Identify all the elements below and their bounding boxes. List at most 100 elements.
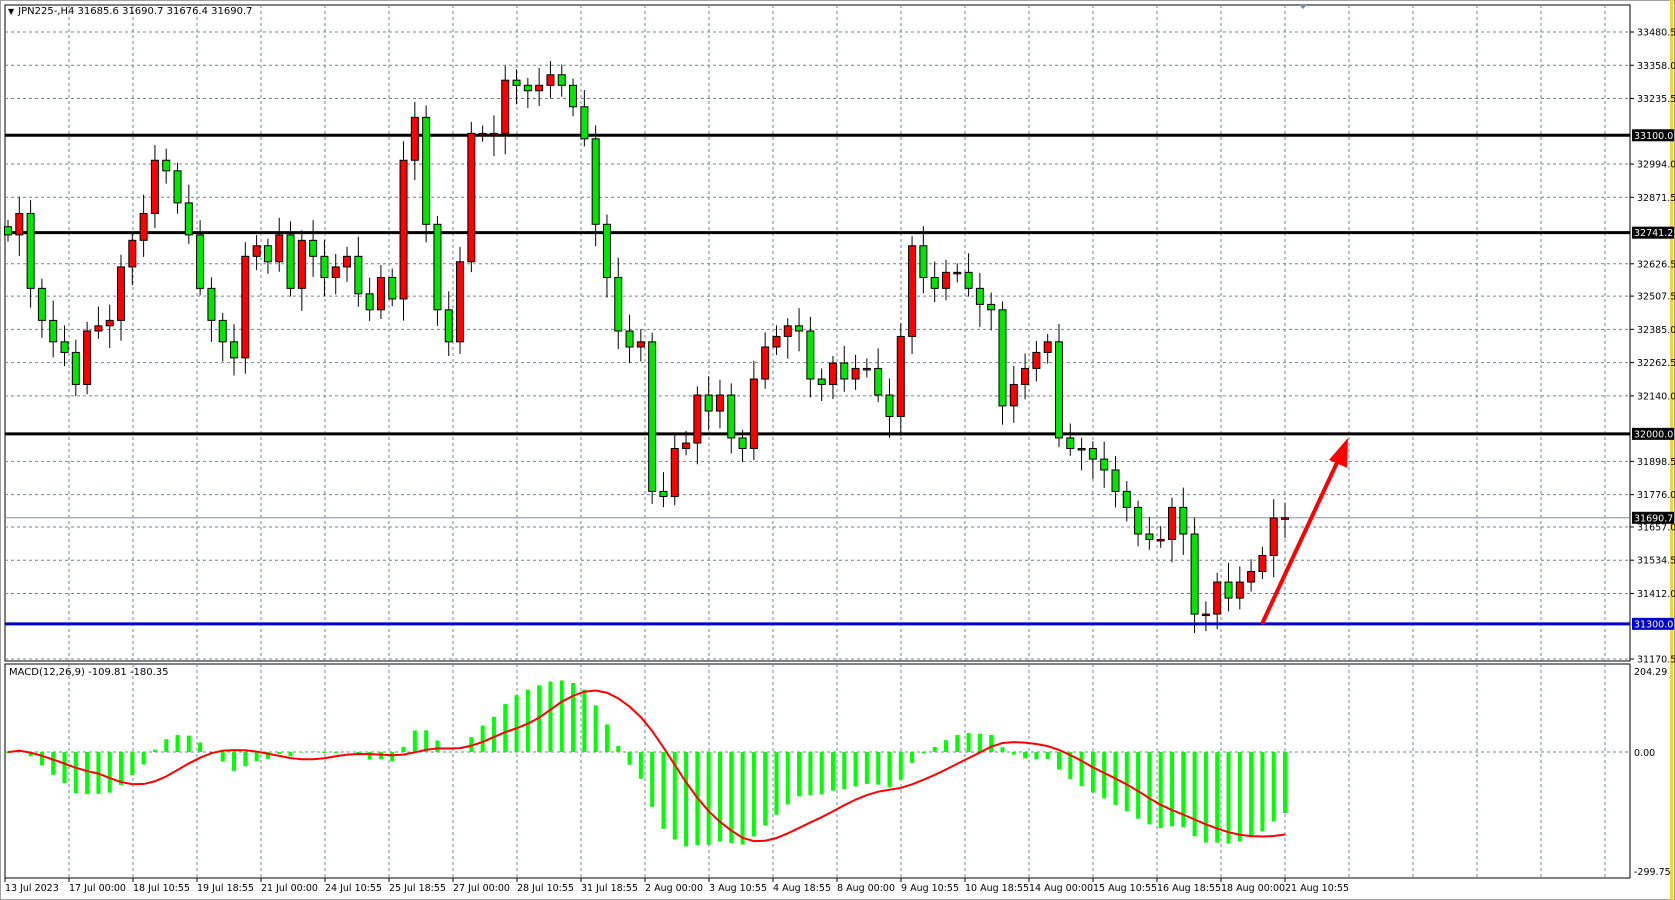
candle-body — [715, 394, 724, 412]
macd-signal-line — [7, 689, 1286, 843]
macd-histogram-bar — [288, 752, 293, 757]
macd-histogram-bar — [1011, 752, 1016, 755]
dropdown-triangle-icon[interactable]: ▼ — [8, 7, 15, 16]
x-tick-label: 19 Jul 18:55 — [197, 883, 254, 894]
candle-body — [501, 79, 510, 134]
macd-histogram-bar — [85, 752, 90, 795]
macd-histogram-bar — [401, 746, 406, 753]
candle-body — [930, 277, 939, 289]
macd-histogram-bar — [164, 739, 169, 753]
macd-histogram-bar — [672, 752, 677, 840]
macd-histogram-bar — [593, 705, 598, 753]
candle-body — [37, 287, 46, 321]
macd-histogram-bar — [1045, 752, 1050, 759]
symbol-header: ▼ JPN225-,H4 31685.6 31690.7 31676.4 316… — [8, 6, 253, 17]
candle-body — [1009, 383, 1018, 407]
candle-body — [4, 226, 12, 236]
macd-histogram-bar — [898, 752, 903, 780]
macd-histogram-bar — [819, 752, 824, 795]
candle-body — [1224, 581, 1233, 599]
scroll-marker-icon — [1298, 4, 1308, 9]
candle-body — [1066, 437, 1075, 450]
candle-body — [94, 325, 103, 332]
macd-histogram-bar — [1136, 752, 1141, 819]
macd-histogram-bar — [232, 752, 237, 771]
macd-histogram-bar — [876, 752, 881, 785]
macd-histogram-bar — [1237, 752, 1242, 842]
candle-body — [1213, 581, 1222, 615]
level-price-tag — [1632, 129, 1674, 142]
y-tick-label: 32507.5 — [1637, 292, 1675, 303]
x-tick-label: 13 Jul 2023 — [5, 883, 59, 894]
macd-histogram-bar — [559, 680, 564, 753]
macd-histogram-bar — [785, 752, 790, 805]
candle-body — [376, 277, 385, 311]
candle-body — [15, 212, 24, 236]
level-price-tag — [1632, 226, 1674, 239]
x-tick-label: 4 Aug 18:55 — [773, 883, 831, 894]
macd-histogram-bar — [1147, 752, 1152, 825]
macd-histogram-bar — [977, 733, 982, 753]
macd-histogram-bar — [1023, 752, 1028, 759]
candle-body — [1054, 341, 1063, 439]
candle-body — [478, 132, 487, 136]
candle-body — [1281, 517, 1289, 520]
macd-histogram-bar — [1203, 752, 1208, 843]
y-tick-label: 32385.0 — [1637, 325, 1675, 336]
macd-histogram-bar — [910, 752, 915, 763]
macd-histogram-bar — [322, 752, 327, 753]
candle-body — [1122, 490, 1131, 508]
macd-histogram-bar — [1169, 752, 1174, 827]
candle-body — [670, 448, 679, 498]
macd-histogram-bar — [808, 752, 813, 796]
candle-body — [828, 362, 837, 385]
x-tick-label: 18 Jul 10:55 — [133, 883, 190, 894]
macd-histogram-bar — [514, 695, 519, 753]
window-edge-highlight — [1670, 0, 1673, 900]
macd-histogram-bar — [966, 733, 971, 753]
level-price-tag — [1632, 427, 1674, 440]
candle-body — [230, 341, 239, 359]
x-tick-label: 24 Jul 10:55 — [325, 883, 382, 894]
macd-histogram-bar — [141, 752, 146, 765]
macd-histogram-bar — [1215, 752, 1220, 843]
y-tick-label: 32140.0 — [1637, 391, 1675, 402]
candle-body — [139, 212, 148, 241]
x-tick-label: 15 Aug 10:55 — [1093, 883, 1157, 894]
candle-body — [399, 159, 408, 300]
candle-body — [772, 335, 781, 348]
macd-histogram-bar — [582, 689, 587, 753]
macd-histogram-bar — [62, 752, 67, 784]
macd-histogram-bar — [525, 689, 530, 753]
macd-histogram-bar — [797, 752, 802, 797]
macd-histogram-bar — [729, 752, 734, 844]
macd-histogram-bar — [220, 752, 225, 762]
candle-body — [1201, 613, 1210, 617]
candle-body — [1043, 341, 1052, 353]
candle-body — [896, 335, 905, 417]
candle-body — [817, 378, 826, 385]
macd-header: MACD(12,26,9) -109.81 -180.35 — [9, 667, 169, 678]
macd-histogram-bar — [333, 752, 338, 753]
macd-histogram-bar — [932, 746, 937, 753]
candle-body — [444, 309, 453, 343]
macd-histogram-bar — [435, 740, 440, 753]
candle-body — [343, 255, 352, 268]
macd-histogram-bar — [1260, 752, 1265, 832]
candle-body — [1247, 570, 1256, 583]
macd-histogram-bar — [887, 752, 892, 788]
candle-body — [1156, 538, 1165, 542]
candle-body — [987, 303, 996, 311]
x-tick-label: 28 Jul 10:55 — [517, 883, 574, 894]
candle-body — [761, 346, 770, 380]
candle-body — [1235, 581, 1244, 599]
macd-histogram-bar — [1283, 752, 1287, 813]
candle-body — [851, 367, 860, 380]
macd-histogram-bar — [548, 681, 553, 753]
y-tick-label: 31170.5 — [1637, 655, 1675, 666]
candle-body — [1179, 506, 1188, 535]
candle-body — [196, 234, 205, 289]
macd-pane-border — [4, 663, 1631, 879]
macd-histogram-bar — [1124, 752, 1129, 812]
